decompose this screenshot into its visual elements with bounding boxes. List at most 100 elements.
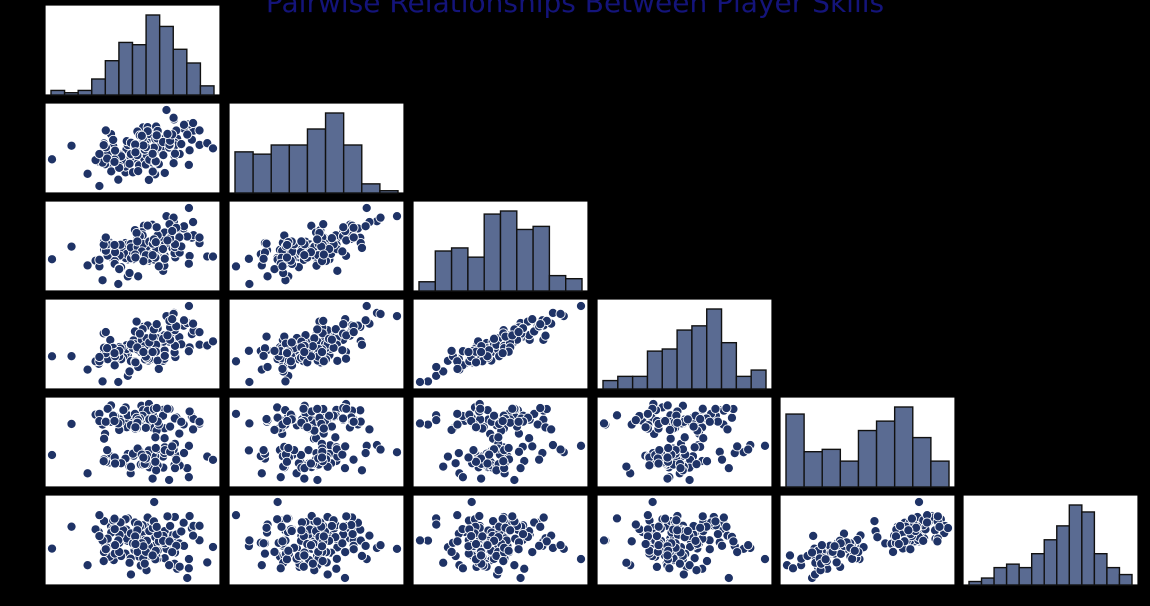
- scatter-point: [318, 219, 329, 230]
- scatter-point: [347, 529, 358, 540]
- scatter-point: [110, 458, 121, 469]
- scatter-point: [726, 412, 737, 423]
- scatter-point: [100, 416, 111, 427]
- scatter-point: [338, 319, 349, 330]
- scatter-point: [109, 415, 120, 427]
- scatter-point: [326, 233, 337, 244]
- scatter-point: [261, 331, 272, 342]
- scatter-point: [282, 513, 293, 524]
- scatter-point: [151, 402, 162, 414]
- scatter-point: [364, 424, 375, 435]
- scatter-point: [498, 556, 509, 567]
- scatter-point: [470, 456, 482, 467]
- scatter-point: [281, 252, 293, 263]
- scatter-point: [450, 458, 461, 469]
- scatter-point: [167, 441, 178, 452]
- scatter-point: [281, 554, 293, 565]
- scatter-point: [503, 545, 514, 556]
- scatter-point: [340, 441, 351, 452]
- scatter-point: [184, 406, 195, 417]
- scatter-point: [318, 315, 329, 326]
- scatter-point: [723, 463, 734, 474]
- scatter-point: [697, 403, 708, 414]
- histogram-bar: [379, 190, 399, 194]
- scatter-point: [331, 553, 342, 564]
- histogram-bar: [483, 213, 502, 292]
- histogram-bar: [186, 62, 202, 96]
- scatter-point: [317, 556, 328, 567]
- histogram-bar: [980, 577, 995, 586]
- scatter-point: [364, 530, 375, 541]
- scatter-point: [82, 364, 93, 375]
- scatter-point: [149, 496, 160, 508]
- scatter-point: [194, 232, 205, 243]
- scatter-point: [46, 254, 58, 265]
- scatter-point: [318, 249, 329, 260]
- scatter-point: [905, 544, 916, 555]
- scatter-point: [94, 510, 105, 521]
- scatter-point: [109, 524, 120, 535]
- histogram-bar: [324, 112, 345, 194]
- scatter-point: [176, 138, 187, 150]
- scatter-point: [168, 158, 179, 169]
- scatter-point: [312, 234, 323, 245]
- scatter-point: [743, 540, 754, 551]
- histogram-bar: [993, 566, 1008, 586]
- scatter-point: [262, 271, 273, 282]
- scatter-point: [296, 525, 307, 536]
- scatter-point: [414, 376, 426, 388]
- scatter-point: [169, 148, 181, 159]
- scatter-point: [230, 261, 242, 272]
- scatter-point: [743, 444, 754, 455]
- scatter-point: [178, 315, 190, 326]
- scatter-point: [391, 447, 403, 458]
- scatter-point: [244, 418, 255, 429]
- histogram-bar: [821, 448, 842, 488]
- histogram-bar: [1005, 563, 1020, 586]
- scatter-point: [159, 253, 170, 264]
- scatter-point: [183, 159, 194, 170]
- scatter-point: [682, 414, 693, 425]
- scatter-point: [243, 445, 254, 456]
- scatter-point: [328, 342, 339, 353]
- scatter-point: [98, 456, 109, 467]
- scatter-point: [538, 512, 549, 523]
- scatter-point: [280, 376, 291, 387]
- scatter-point: [153, 261, 164, 272]
- scatter-point: [162, 403, 173, 414]
- histogram-bar: [785, 413, 805, 488]
- scatter-point: [165, 520, 176, 532]
- scatter-point: [130, 422, 141, 433]
- histogram-bar: [548, 274, 567, 292]
- scatter-point: [872, 532, 883, 543]
- scatter-point: [147, 473, 158, 484]
- scatter-point: [277, 261, 288, 272]
- scatter-point: [671, 515, 682, 526]
- scatter-point: [808, 530, 819, 541]
- scatter-point: [651, 531, 662, 542]
- histogram-bar: [750, 369, 767, 390]
- scatter-point: [194, 520, 205, 531]
- scatter-point: [651, 561, 662, 572]
- scatter-point: [721, 402, 732, 414]
- scatter-point: [732, 441, 743, 452]
- scatter-point: [306, 220, 317, 231]
- scatter-point: [150, 432, 161, 443]
- scatter-point: [332, 355, 343, 366]
- scatter-point: [230, 510, 242, 521]
- scatter-point: [339, 572, 351, 584]
- scatter-point: [194, 416, 205, 427]
- scatter-point: [125, 461, 136, 472]
- scatter-point: [341, 403, 352, 414]
- scatter-point: [286, 525, 297, 537]
- scatter-point: [258, 445, 269, 456]
- histogram-bar: [602, 379, 619, 390]
- histogram-bar: [661, 348, 678, 390]
- scatter-point: [470, 422, 482, 433]
- scatter-point: [183, 202, 194, 214]
- scatter-point: [153, 363, 164, 374]
- scatter-point: [787, 563, 799, 574]
- scatter-point: [663, 442, 674, 454]
- scatter-point: [138, 140, 149, 151]
- scatter-point: [360, 315, 371, 326]
